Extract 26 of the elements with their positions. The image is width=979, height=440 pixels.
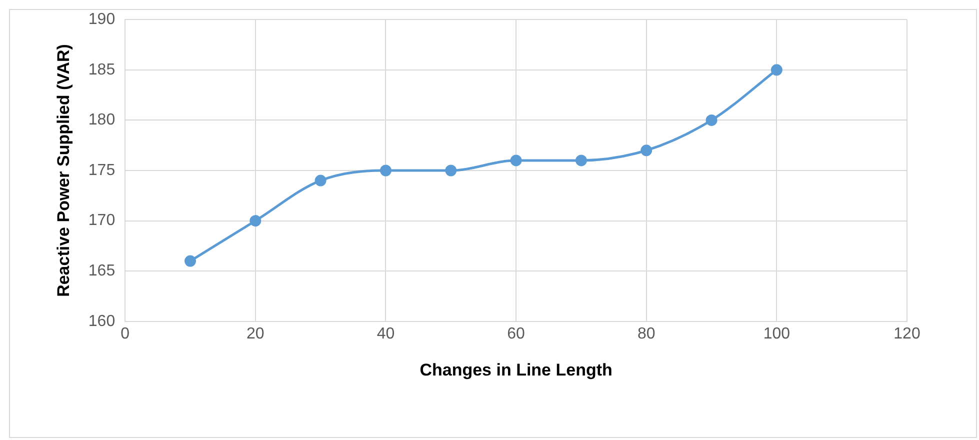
- y-axis-title: Reactive Power Supplied (VAR): [54, 44, 73, 297]
- y-tick-label: 190: [88, 11, 116, 28]
- point: [640, 144, 652, 156]
- y-tick-label: 175: [88, 162, 116, 179]
- x-tick-label: 60: [507, 325, 526, 342]
- point: [184, 255, 196, 267]
- x-tick-label: 0: [120, 325, 130, 342]
- point: [575, 154, 587, 166]
- y-tick-label: 185: [88, 61, 116, 78]
- point: [250, 215, 262, 227]
- point: [314, 174, 326, 186]
- y-tick-label: 160: [88, 312, 116, 330]
- y-tick-label: 180: [88, 112, 116, 129]
- point: [510, 154, 522, 166]
- x-tick-label: 20: [246, 325, 264, 342]
- y-tick-label: 170: [88, 212, 116, 230]
- point: [770, 64, 782, 76]
- point: [706, 114, 718, 126]
- x-tick-label: 100: [763, 325, 790, 342]
- y-tick-label: 165: [88, 262, 116, 280]
- point: [445, 164, 457, 176]
- x-tick-label: 40: [376, 325, 395, 342]
- x-axis-title: Changes in Line Length: [420, 360, 612, 380]
- x-tick-label: 80: [637, 325, 656, 342]
- x-tick-label: 120: [894, 325, 920, 342]
- point: [380, 164, 392, 176]
